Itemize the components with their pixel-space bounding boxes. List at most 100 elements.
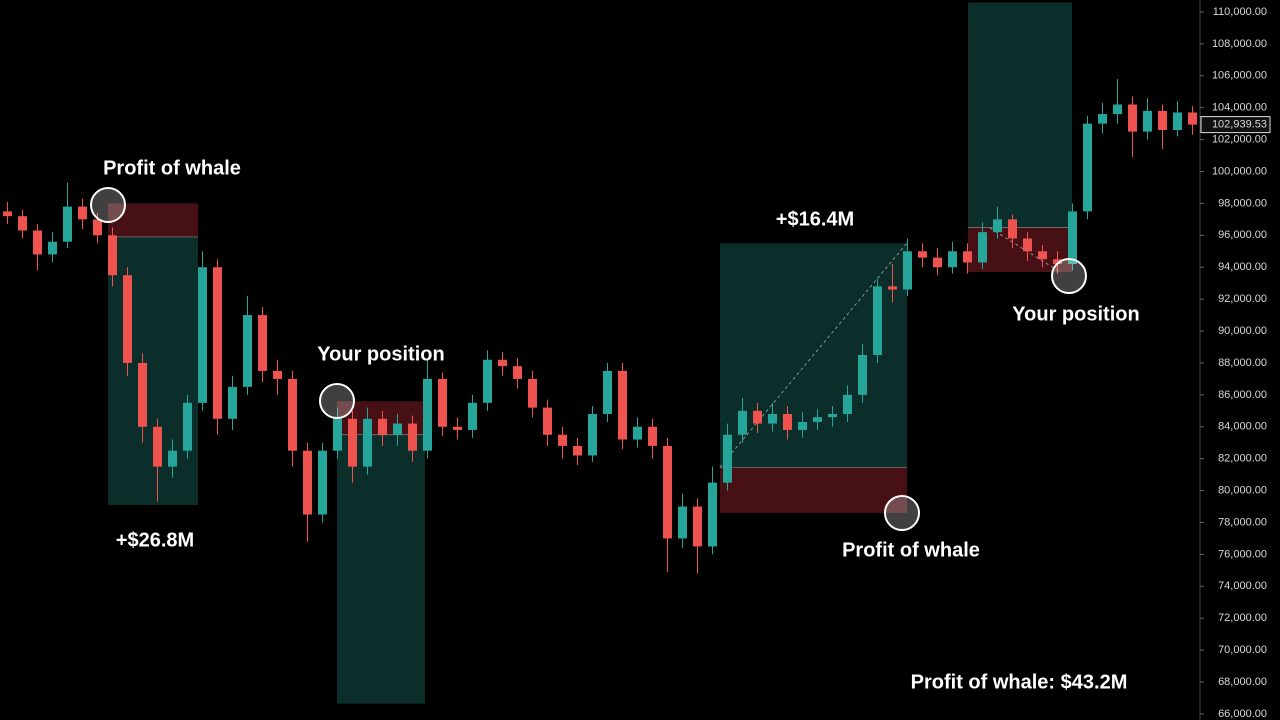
candle-body xyxy=(723,434,732,483)
annotation: Profit of whale: $43.2M xyxy=(911,671,1128,693)
y-tick-label: 84,000.00 xyxy=(1218,421,1267,433)
candle-body xyxy=(48,241,57,255)
y-tick-label: 66,000.00 xyxy=(1218,708,1267,720)
candle-body xyxy=(468,402,477,430)
y-tick-label: 94,000.00 xyxy=(1218,261,1267,273)
y-tick-label: 104,000.00 xyxy=(1212,102,1267,114)
candle-body xyxy=(408,423,417,451)
candle-body xyxy=(1068,211,1077,265)
candle-body xyxy=(138,362,147,427)
candle-body xyxy=(1053,259,1062,265)
y-tick-label: 102,000.00 xyxy=(1212,134,1267,146)
candle-body xyxy=(303,450,312,515)
candle-body xyxy=(843,394,852,415)
trade-path xyxy=(989,227,1061,273)
y-tick-label: 72,000.00 xyxy=(1218,612,1267,624)
y-tick-label: 90,000.00 xyxy=(1218,325,1267,337)
candle-body xyxy=(213,267,222,419)
candle-body xyxy=(423,378,432,451)
candle-body xyxy=(1023,238,1032,252)
last-price-box xyxy=(1200,116,1271,134)
candle-body xyxy=(333,418,342,451)
candle-body xyxy=(828,414,837,418)
candle-body xyxy=(183,402,192,451)
candle-body xyxy=(813,417,822,422)
candle-body xyxy=(753,410,762,424)
candle-body xyxy=(588,414,597,456)
candle-body xyxy=(363,418,372,467)
candle-body xyxy=(393,423,402,435)
candle-body xyxy=(858,354,867,395)
candle-body xyxy=(768,414,777,424)
candle-body xyxy=(288,378,297,451)
last-price-label: 102,939.53 xyxy=(1212,119,1267,131)
candle-body xyxy=(273,370,282,379)
y-tick-label: 88,000.00 xyxy=(1218,357,1267,369)
candle-body xyxy=(33,230,42,255)
candle-body xyxy=(1008,219,1017,239)
candle-body xyxy=(198,267,207,403)
markers xyxy=(90,187,1087,531)
candle-body xyxy=(543,407,552,435)
y-tick-label: 98,000.00 xyxy=(1218,197,1267,209)
candle-body xyxy=(243,315,252,387)
candle-body xyxy=(558,434,567,446)
candle-body xyxy=(93,219,102,236)
candle-body xyxy=(513,366,522,379)
y-tick-label: 110,000.00 xyxy=(1213,6,1267,18)
candle-body xyxy=(903,251,912,290)
candle-body xyxy=(933,257,942,268)
annotation: +$26.8M xyxy=(116,529,194,551)
candle-body xyxy=(1158,110,1167,131)
y-tick-label: 74,000.00 xyxy=(1218,580,1267,592)
candle-body xyxy=(1188,112,1197,125)
y-tick-label: 106,000.00 xyxy=(1212,70,1267,82)
candle-body xyxy=(963,251,972,263)
marker xyxy=(90,187,126,223)
y-tick-label: 82,000.00 xyxy=(1218,453,1267,465)
candles xyxy=(3,78,1197,574)
loss-zone xyxy=(108,203,198,237)
candle-body xyxy=(168,450,177,467)
candle-body xyxy=(1083,123,1092,212)
candle-body xyxy=(918,251,927,258)
price-axis: 66,000.00 68,000.00 70,000.00 72,000.00 74,0… xyxy=(1200,6,1271,720)
candle-body xyxy=(318,450,327,515)
candle-body xyxy=(18,216,27,231)
annotation: Profit of whale xyxy=(103,157,241,179)
marker xyxy=(319,383,355,419)
candle-body xyxy=(633,426,642,440)
candle-body xyxy=(1128,104,1137,132)
trade-path xyxy=(719,242,908,468)
candle-body xyxy=(1038,251,1047,260)
candle-body xyxy=(573,445,582,456)
candle-body xyxy=(438,378,447,427)
y-tick-label: 86,000.00 xyxy=(1218,389,1267,401)
candle-body xyxy=(63,206,72,242)
candle-body xyxy=(3,211,12,217)
candle-body xyxy=(888,286,897,290)
candle-body xyxy=(498,359,507,367)
y-tick-label: 78,000.00 xyxy=(1218,516,1267,528)
loss-zone xyxy=(720,467,907,513)
candle-body xyxy=(1173,112,1182,131)
profit-zone xyxy=(968,2,1072,228)
candle-body xyxy=(948,251,957,268)
candle-body xyxy=(993,219,1002,233)
candle-body xyxy=(978,232,987,263)
y-tick-label: 108,000.00 xyxy=(1212,38,1267,50)
candle-body xyxy=(738,410,747,435)
candle-body xyxy=(1143,110,1152,132)
candle-body xyxy=(603,370,612,415)
candle-body xyxy=(678,506,687,539)
candle-body xyxy=(108,235,117,276)
candle-body xyxy=(228,386,237,419)
y-tick-label: 68,000.00 xyxy=(1218,676,1267,688)
candle-body xyxy=(798,421,807,430)
candle-body xyxy=(708,482,717,547)
candle-body xyxy=(153,426,162,467)
candle-body xyxy=(648,426,657,446)
marker xyxy=(884,495,920,531)
candle-body xyxy=(618,370,627,440)
